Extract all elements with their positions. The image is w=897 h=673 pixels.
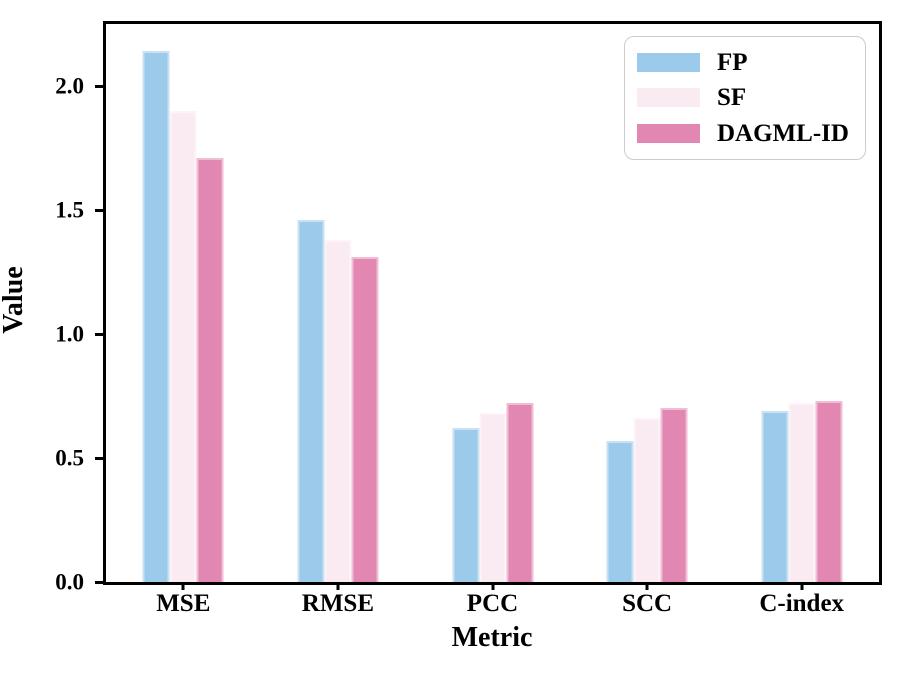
x-tick-label-rmse: RMSE bbox=[301, 590, 375, 617]
y-tick-label: 1.0 bbox=[55, 321, 84, 347]
bar-dagml-id-c-index bbox=[815, 400, 843, 582]
bar-dagml-id-rmse bbox=[351, 257, 379, 582]
x-tick-label-mse: MSE bbox=[156, 590, 211, 617]
bar-group-rmse bbox=[297, 219, 379, 582]
legend-swatch-icon bbox=[637, 123, 700, 143]
legend: FP SF DAGML-ID bbox=[624, 36, 866, 160]
x-tick-mark bbox=[800, 582, 804, 590]
x-tick-label-pcc: PCC bbox=[466, 590, 519, 617]
x-tick-mark bbox=[491, 582, 494, 590]
y-tick-label: 1.5 bbox=[55, 197, 84, 223]
y-tick-mark bbox=[95, 84, 103, 88]
y-tick-marks bbox=[95, 24, 103, 584]
y-tick-labels: 0.0 0.5 1.0 1.5 2.0 bbox=[0, 21, 92, 594]
x-tick-mark bbox=[336, 582, 340, 590]
bar-group-pcc bbox=[452, 403, 533, 582]
x-tick-labels: MSE RMSE PCC SCC C-index bbox=[106, 591, 879, 621]
bar-sf-mse bbox=[169, 110, 197, 582]
bar-fp-mse bbox=[142, 51, 170, 582]
x-tick-marks bbox=[106, 582, 879, 590]
y-tick-label: 2.0 bbox=[55, 73, 84, 99]
bar-group-scc bbox=[606, 408, 688, 582]
x-axis-title: Metric bbox=[451, 622, 533, 653]
bar-sf-rmse bbox=[324, 239, 352, 582]
bar-fp-scc bbox=[606, 440, 634, 582]
bar-sf-scc bbox=[633, 418, 661, 582]
y-tick-mark bbox=[95, 332, 103, 336]
bar-dagml-id-mse bbox=[196, 157, 224, 582]
legend-swatch-icon bbox=[637, 88, 700, 108]
bar-fp-pcc bbox=[452, 428, 479, 582]
bar-group-c-index bbox=[761, 400, 843, 582]
bar-group-mse bbox=[142, 51, 224, 582]
x-tick-label-c-index: C-index bbox=[759, 590, 845, 617]
plot-area: FP SF DAGML-ID bbox=[103, 21, 882, 585]
bar-fp-rmse bbox=[297, 219, 325, 582]
bar-sf-c-index bbox=[788, 403, 816, 582]
bar-sf-pcc bbox=[479, 413, 506, 582]
y-tick-label: 0.0 bbox=[55, 569, 84, 595]
legend-swatch-icon bbox=[637, 53, 700, 73]
y-tick-mark bbox=[95, 208, 103, 212]
legend-label: FP bbox=[717, 49, 748, 77]
x-tick-label-scc: SCC bbox=[622, 590, 673, 617]
bar-fp-c-index bbox=[761, 410, 789, 582]
bar-dagml-id-pcc bbox=[506, 403, 533, 582]
y-tick-mark bbox=[95, 580, 103, 584]
legend-row-dagml-id: DAGML-ID bbox=[625, 121, 865, 146]
legend-label: SF bbox=[717, 84, 747, 112]
x-tick-mark bbox=[181, 582, 185, 590]
legend-row-fp: FP bbox=[625, 50, 865, 75]
bar-dagml-id-scc bbox=[660, 408, 688, 582]
x-tick-mark bbox=[645, 582, 649, 590]
legend-row-sf: SF bbox=[625, 85, 865, 110]
y-tick-label: 0.5 bbox=[55, 445, 84, 471]
y-tick-mark bbox=[95, 456, 103, 460]
legend-label: DAGML-ID bbox=[717, 119, 849, 147]
